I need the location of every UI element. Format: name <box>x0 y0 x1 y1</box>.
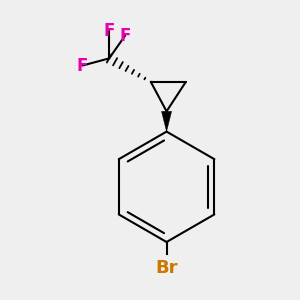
Text: F: F <box>103 22 115 40</box>
Text: F: F <box>119 27 131 45</box>
Text: F: F <box>77 56 88 74</box>
Polygon shape <box>161 111 172 132</box>
Text: Br: Br <box>155 259 178 277</box>
